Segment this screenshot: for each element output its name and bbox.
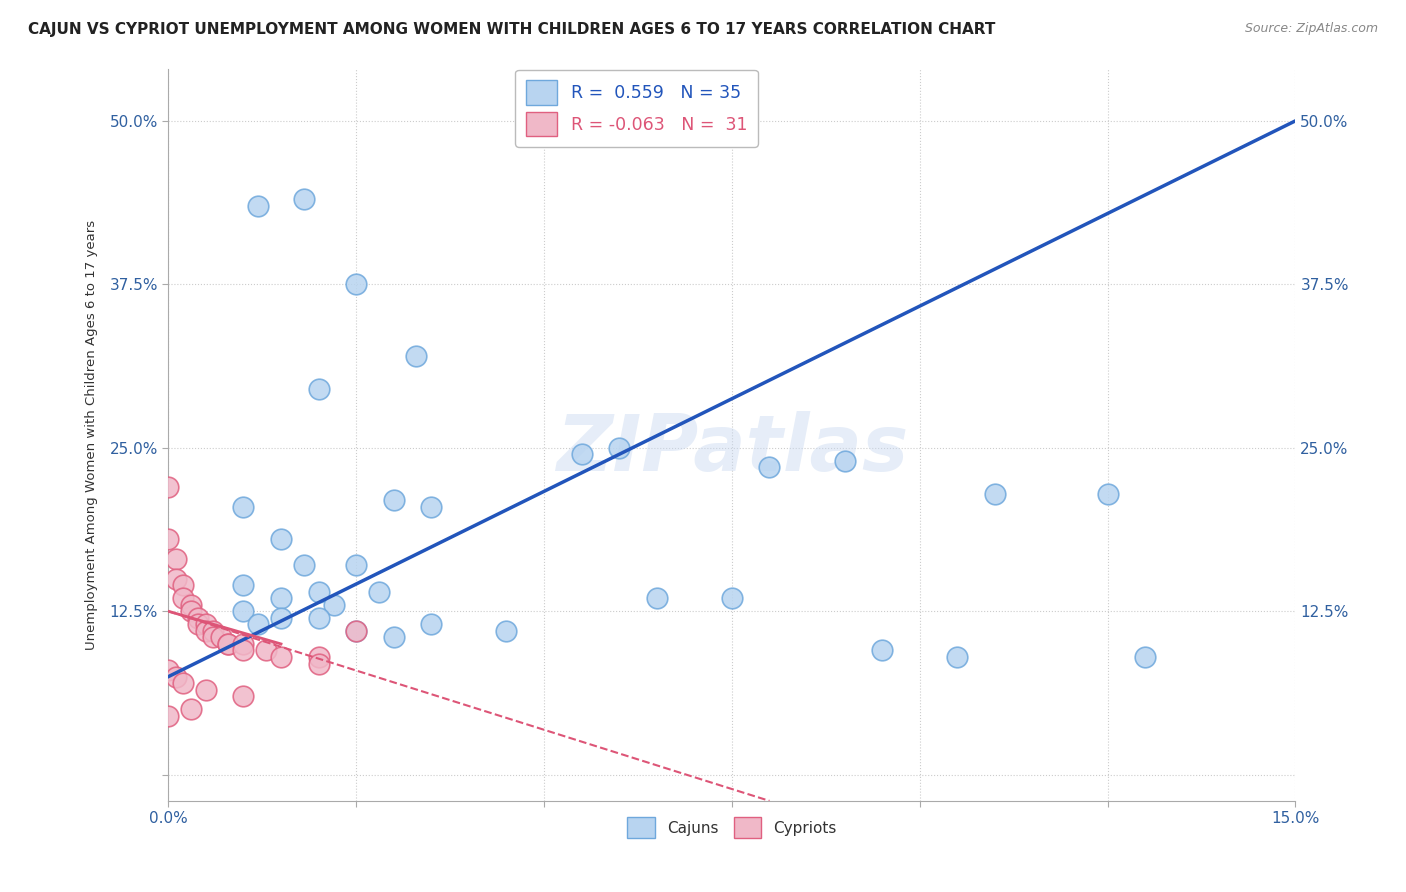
Point <box>344 624 367 638</box>
Point <box>157 480 180 494</box>
Point <box>405 349 427 363</box>
Point <box>180 702 202 716</box>
Y-axis label: Unemployment Among Women with Children Ages 6 to 17 years: Unemployment Among Women with Children A… <box>86 219 98 649</box>
Point <box>984 486 1007 500</box>
Point <box>382 631 405 645</box>
Point <box>607 441 630 455</box>
Point <box>270 591 292 606</box>
Point <box>194 624 217 638</box>
Legend: Cajuns, Cypriots: Cajuns, Cypriots <box>621 811 842 845</box>
Point <box>308 584 330 599</box>
Point <box>721 591 744 606</box>
Point <box>946 650 969 665</box>
Point <box>180 604 202 618</box>
Point <box>232 643 254 657</box>
Point <box>420 500 443 514</box>
Point <box>157 533 180 547</box>
Point <box>308 650 330 665</box>
Point <box>308 382 330 396</box>
Point <box>172 676 194 690</box>
Point <box>247 617 270 632</box>
Point <box>1133 650 1156 665</box>
Point <box>157 663 180 677</box>
Point <box>187 611 209 625</box>
Point <box>187 617 209 632</box>
Point <box>165 552 187 566</box>
Point <box>870 643 893 657</box>
Point <box>308 611 330 625</box>
Point <box>157 709 180 723</box>
Point <box>367 584 389 599</box>
Point <box>232 578 254 592</box>
Point <box>420 617 443 632</box>
Point <box>165 670 187 684</box>
Point <box>292 192 315 206</box>
Point <box>232 690 254 704</box>
Text: CAJUN VS CYPRIOT UNEMPLOYMENT AMONG WOMEN WITH CHILDREN AGES 6 TO 17 YEARS CORRE: CAJUN VS CYPRIOT UNEMPLOYMENT AMONG WOME… <box>28 22 995 37</box>
Point <box>232 637 254 651</box>
Point <box>202 631 225 645</box>
Point <box>202 624 225 638</box>
Point <box>758 460 780 475</box>
Point <box>344 277 367 292</box>
Point <box>495 624 517 638</box>
Point <box>209 631 232 645</box>
Point <box>270 650 292 665</box>
Point <box>308 657 330 671</box>
Point <box>194 617 217 632</box>
Point <box>165 572 187 586</box>
Point <box>834 454 856 468</box>
Point <box>172 578 194 592</box>
Point <box>254 643 277 657</box>
Point <box>217 637 239 651</box>
Point <box>1097 486 1119 500</box>
Point <box>232 604 254 618</box>
Point <box>270 533 292 547</box>
Point <box>172 591 194 606</box>
Point <box>180 598 202 612</box>
Text: Source: ZipAtlas.com: Source: ZipAtlas.com <box>1244 22 1378 36</box>
Point <box>382 493 405 508</box>
Point <box>344 624 367 638</box>
Point <box>194 682 217 697</box>
Point <box>270 611 292 625</box>
Text: ZIPatlas: ZIPatlas <box>555 411 908 487</box>
Point <box>571 447 593 461</box>
Point <box>322 598 344 612</box>
Point <box>232 500 254 514</box>
Point <box>247 199 270 213</box>
Point <box>217 637 239 651</box>
Point <box>645 591 668 606</box>
Point <box>292 558 315 573</box>
Point <box>344 558 367 573</box>
